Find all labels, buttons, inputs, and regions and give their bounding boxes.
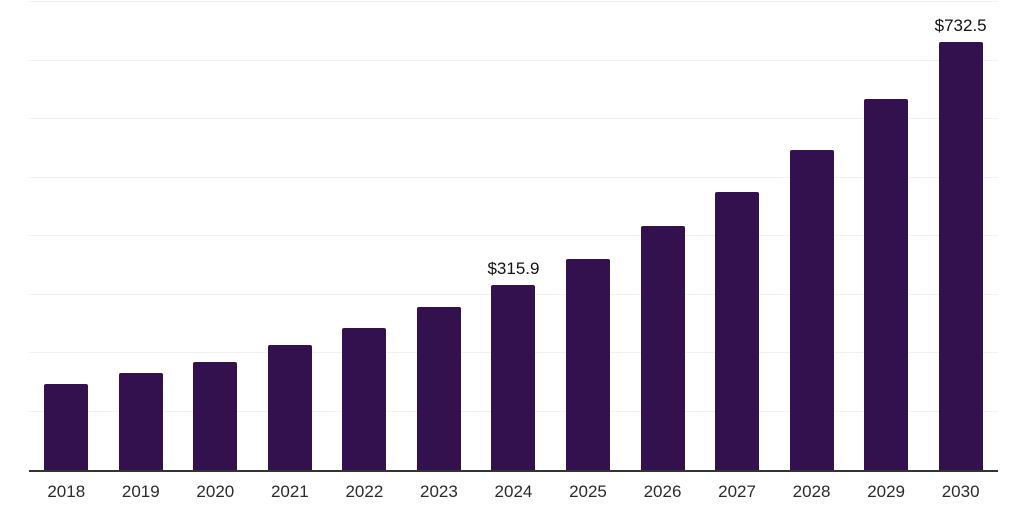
- bar-2027: [715, 192, 760, 470]
- x-tick-2024: 2024: [494, 482, 533, 501]
- x-tick-2021: 2021: [270, 482, 309, 501]
- gridline-400: [29, 235, 998, 236]
- bar-2023: [416, 306, 461, 470]
- bar-slot-2022: [327, 2, 402, 470]
- plot-area: $315.9 $732.5: [29, 1, 998, 472]
- bar-2019: [118, 373, 163, 470]
- bars-row: $315.9 $732.5: [29, 2, 998, 470]
- bar-2018: [44, 384, 89, 470]
- bar-2029: [864, 99, 909, 470]
- x-tick-2027: 2027: [718, 482, 756, 501]
- bar-2028: [789, 150, 834, 470]
- x-tick-2026: 2026: [643, 482, 682, 501]
- bar-slot-2028: [774, 2, 849, 470]
- bar-2024: [491, 285, 536, 470]
- bar-2025: [565, 259, 610, 470]
- bar-2020: [193, 362, 238, 470]
- bar-2022: [342, 327, 387, 470]
- x-tick-2022: 2022: [345, 482, 384, 501]
- bar-slot-2018: [29, 2, 104, 470]
- bar-2030: [938, 41, 983, 470]
- bar-slot-2025: [551, 2, 626, 470]
- bar-slot-2021: [253, 2, 328, 470]
- bar-2021: [267, 344, 312, 470]
- gridline-700: [29, 59, 998, 61]
- gridline-800: [29, 1, 998, 2]
- bar-slot-2026: [625, 2, 700, 470]
- x-tick-2028: 2028: [792, 482, 831, 501]
- x-tick-2023: 2023: [420, 482, 458, 501]
- value-label-2024: $315.9: [487, 259, 540, 279]
- bar-slot-2020: [178, 2, 253, 470]
- bar-slot-2024: $315.9: [476, 2, 551, 470]
- bar-slot-2023: [402, 2, 477, 470]
- x-tick-2025: 2025: [569, 482, 607, 501]
- bar-slot-2029: [849, 2, 924, 470]
- gridline-600: [29, 118, 998, 119]
- x-tick-2018: 2018: [47, 482, 86, 501]
- x-tick-2029: 2029: [867, 482, 906, 501]
- value-label-2030: $732.5: [934, 15, 987, 35]
- bar-2026: [640, 226, 685, 470]
- bar-slot-2027: [700, 2, 775, 470]
- bar-slot-2019: [104, 2, 179, 470]
- x-tick-2019: 2019: [121, 482, 160, 501]
- gridline-500: [29, 176, 998, 178]
- x-tick-2030: 2030: [941, 482, 980, 501]
- x-axis-labels: 2018 2019 2020 2021 2022 2023 2024 2025 2026 2027…: [29, 482, 998, 502]
- bar-slot-2030: $732.5: [923, 2, 998, 470]
- x-tick-2020: 2020: [196, 482, 235, 501]
